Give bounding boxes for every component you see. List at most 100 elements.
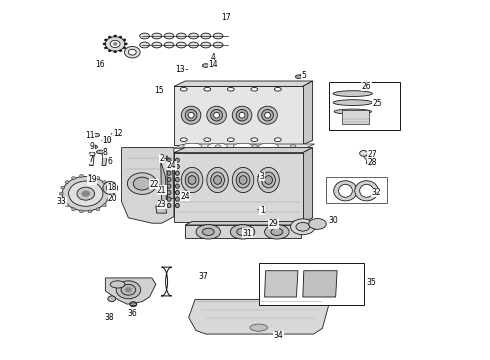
Circle shape: [124, 43, 127, 45]
Ellipse shape: [204, 87, 211, 91]
Ellipse shape: [252, 145, 258, 148]
Circle shape: [104, 39, 107, 41]
Polygon shape: [90, 156, 94, 166]
Ellipse shape: [167, 197, 171, 201]
Circle shape: [107, 198, 111, 201]
Circle shape: [125, 288, 131, 292]
Circle shape: [121, 284, 136, 295]
Ellipse shape: [355, 181, 378, 201]
Ellipse shape: [201, 42, 211, 48]
Ellipse shape: [227, 87, 234, 91]
Text: 14: 14: [208, 60, 218, 69]
Circle shape: [108, 50, 111, 52]
Ellipse shape: [360, 184, 373, 197]
Ellipse shape: [97, 150, 104, 154]
Polygon shape: [185, 225, 301, 238]
Ellipse shape: [227, 138, 234, 141]
Text: 38: 38: [104, 313, 114, 322]
Ellipse shape: [167, 171, 171, 175]
Circle shape: [88, 175, 92, 177]
Ellipse shape: [265, 225, 289, 239]
Ellipse shape: [152, 33, 162, 39]
Circle shape: [62, 176, 109, 211]
Ellipse shape: [140, 33, 149, 39]
Ellipse shape: [334, 109, 371, 114]
Polygon shape: [185, 221, 308, 225]
Text: 31: 31: [243, 229, 252, 238]
Circle shape: [89, 152, 95, 156]
Ellipse shape: [189, 33, 198, 39]
Circle shape: [114, 51, 117, 53]
Ellipse shape: [208, 143, 227, 149]
Text: 24: 24: [180, 192, 190, 201]
Ellipse shape: [167, 177, 171, 182]
Circle shape: [130, 302, 137, 307]
Circle shape: [108, 192, 112, 195]
Circle shape: [123, 47, 126, 49]
Ellipse shape: [274, 87, 281, 91]
Text: 1: 1: [260, 206, 265, 215]
Ellipse shape: [167, 203, 171, 208]
Ellipse shape: [106, 184, 114, 192]
Ellipse shape: [202, 228, 214, 235]
Circle shape: [110, 40, 120, 48]
Polygon shape: [189, 300, 329, 334]
Circle shape: [116, 281, 141, 299]
Text: 30: 30: [328, 216, 338, 225]
Ellipse shape: [167, 190, 171, 195]
Bar: [259, 263, 364, 305]
Text: 8: 8: [103, 148, 108, 157]
Polygon shape: [303, 148, 313, 222]
Ellipse shape: [130, 303, 137, 306]
Circle shape: [114, 35, 117, 37]
Text: 21: 21: [157, 186, 167, 194]
Ellipse shape: [211, 109, 222, 121]
Ellipse shape: [188, 112, 194, 118]
Ellipse shape: [201, 33, 211, 39]
Ellipse shape: [175, 177, 179, 182]
Ellipse shape: [175, 203, 179, 208]
Ellipse shape: [333, 91, 372, 96]
Text: 24: 24: [167, 161, 176, 170]
Circle shape: [105, 37, 125, 51]
Ellipse shape: [258, 106, 277, 124]
Circle shape: [79, 175, 83, 177]
Ellipse shape: [103, 181, 118, 194]
Ellipse shape: [291, 219, 315, 235]
Ellipse shape: [214, 176, 221, 184]
Ellipse shape: [250, 324, 268, 331]
Ellipse shape: [215, 145, 221, 148]
Ellipse shape: [251, 138, 258, 141]
Ellipse shape: [232, 167, 254, 193]
Ellipse shape: [175, 197, 179, 201]
Text: 15: 15: [154, 86, 164, 95]
Circle shape: [102, 152, 108, 156]
Ellipse shape: [91, 145, 98, 149]
Ellipse shape: [239, 176, 247, 184]
Circle shape: [102, 204, 106, 207]
Ellipse shape: [213, 42, 223, 48]
Ellipse shape: [177, 67, 183, 71]
Ellipse shape: [181, 106, 201, 124]
Text: 5: 5: [301, 71, 306, 80]
Ellipse shape: [339, 184, 352, 197]
Ellipse shape: [213, 33, 223, 39]
Ellipse shape: [114, 133, 117, 135]
Circle shape: [59, 192, 63, 195]
Ellipse shape: [214, 112, 220, 118]
Ellipse shape: [237, 228, 248, 235]
Polygon shape: [174, 144, 315, 148]
Ellipse shape: [181, 167, 203, 193]
Polygon shape: [174, 148, 313, 153]
Text: 17: 17: [221, 13, 231, 22]
Text: 20: 20: [108, 194, 118, 203]
Circle shape: [133, 177, 151, 190]
Circle shape: [77, 187, 95, 200]
Circle shape: [82, 191, 90, 197]
Polygon shape: [105, 278, 156, 304]
Ellipse shape: [102, 138, 112, 143]
Circle shape: [108, 296, 116, 302]
Polygon shape: [174, 86, 303, 145]
Ellipse shape: [251, 87, 258, 91]
Text: 37: 37: [198, 272, 208, 281]
